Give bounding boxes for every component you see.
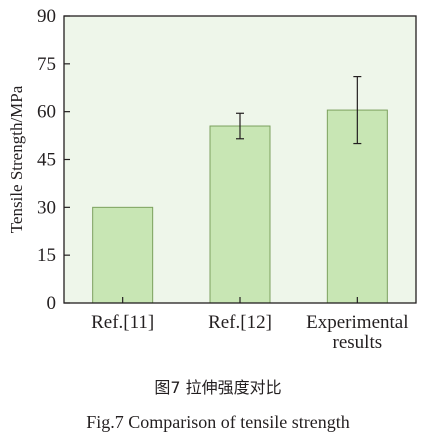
caption-chinese: 图7 拉伸强度对比 — [154, 378, 282, 397]
y-tick-label-30: 30 — [37, 197, 56, 218]
x-tick-label-2: Ref.[12] — [208, 312, 272, 333]
y-tick-label-90: 90 — [37, 6, 56, 27]
caption-english: Fig.7 Comparison of tensile strength — [86, 412, 350, 432]
tensile-strength-chart: Ref.[11] Ref.[12] Experimental results 0 15 30… — [7, 6, 417, 353]
bar-2 — [209, 125, 271, 304]
x-tick-label-3: Experimental results — [306, 312, 408, 353]
y-tick-label-0: 0 — [47, 293, 57, 314]
x-tick-label-line: results — [333, 332, 383, 353]
x-tick-label-1: Ref.[11] — [91, 312, 154, 333]
y-tick-label-45: 45 — [37, 150, 56, 171]
bars — [92, 75, 388, 304]
bar-1 — [92, 206, 154, 304]
y-axis-label: Tensile Strength/MPa — [7, 85, 26, 233]
y-tick-label-15: 15 — [37, 245, 56, 266]
y-tick-label-75: 75 — [37, 54, 56, 75]
axes: Ref.[11] Ref.[12] Experimental results 0 15 30… — [7, 6, 417, 353]
x-tick-label-line: Ref.[12] — [208, 312, 272, 333]
x-tick-label-line: Ref.[11] — [91, 312, 154, 333]
y-tick-label-60: 60 — [37, 102, 56, 123]
error-bar-2 — [236, 112, 244, 140]
x-tick-label-line: Experimental — [306, 312, 408, 333]
error-bar-3 — [353, 75, 362, 145]
